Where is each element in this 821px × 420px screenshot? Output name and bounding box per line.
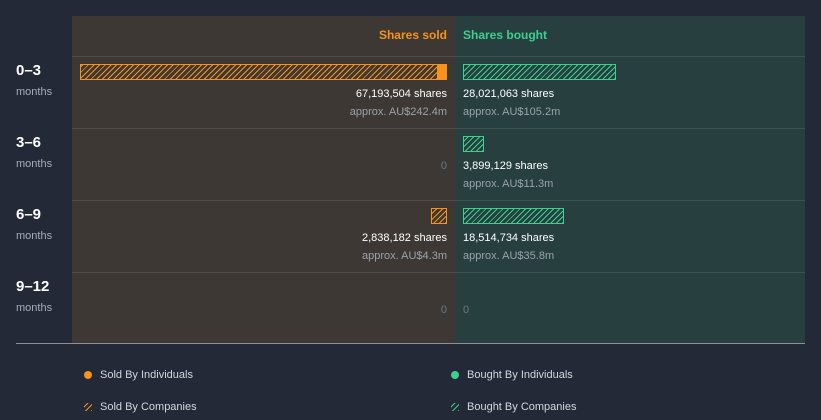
- sold-zero-label: 0: [440, 304, 447, 316]
- bar-bought-companies-0-3[interactable]: [463, 64, 616, 80]
- bar-sold-companies-0-3[interactable]: [80, 64, 438, 80]
- row-divider: [72, 272, 805, 273]
- row-divider: [72, 56, 805, 57]
- sold-approx-label: approx. AU$242.4m: [349, 106, 447, 118]
- period-unit: months: [16, 158, 53, 170]
- bar-bought-companies-3-6[interactable]: [463, 136, 484, 152]
- legend-bought-companies[interactable]: Bought By Companies: [467, 401, 577, 413]
- period-unit: months: [16, 302, 53, 314]
- period-unit: months: [16, 86, 53, 98]
- legend-sold-companies-swatch: [84, 403, 92, 411]
- bar-sold-companies-6-9[interactable]: [431, 208, 447, 224]
- row-divider: [72, 128, 805, 129]
- bought-zero-label: 0: [463, 304, 470, 316]
- header-shares-sold: Shares sold: [378, 28, 447, 42]
- legend-bought-individuals[interactable]: Bought By Individuals: [467, 369, 573, 381]
- legend-bought-individuals-swatch: [451, 371, 459, 379]
- bar-sold-individuals-0-3[interactable]: [438, 64, 447, 80]
- row-divider: [72, 200, 805, 201]
- legend-sold-companies[interactable]: Sold By Companies: [100, 401, 197, 413]
- bought-shares-label: 28,021,063 shares: [463, 88, 555, 100]
- legend-sold-individuals-swatch: [84, 371, 92, 379]
- period-label: 6–9: [16, 206, 42, 223]
- bar-bought-companies-6-9[interactable]: [463, 208, 564, 224]
- baseline: [16, 343, 805, 344]
- bought-approx-label: approx. AU$105.2m: [463, 106, 561, 118]
- legend-sold-individuals[interactable]: Sold By Individuals: [100, 369, 193, 381]
- sold-shares-label: 2,838,182 shares: [361, 232, 447, 244]
- bought-shares-label: 18,514,734 shares: [463, 232, 555, 244]
- sold-zero-label: 0: [440, 160, 447, 172]
- period-label: 9–12: [16, 278, 50, 295]
- legend-bought-companies-swatch: [451, 403, 459, 411]
- period-unit: months: [16, 230, 53, 242]
- period-label: 0–3: [16, 62, 42, 79]
- period-label: 3–6: [16, 134, 42, 151]
- sold-shares-label: 67,193,504 shares: [355, 88, 447, 100]
- bought-shares-label: 3,899,129 shares: [463, 160, 549, 172]
- header-shares-bought: Shares bought: [463, 28, 548, 42]
- bought-approx-label: approx. AU$11.3m: [463, 178, 554, 190]
- bought-approx-label: approx. AU$35.8m: [463, 250, 555, 262]
- sold-approx-label: approx. AU$4.3m: [362, 250, 447, 262]
